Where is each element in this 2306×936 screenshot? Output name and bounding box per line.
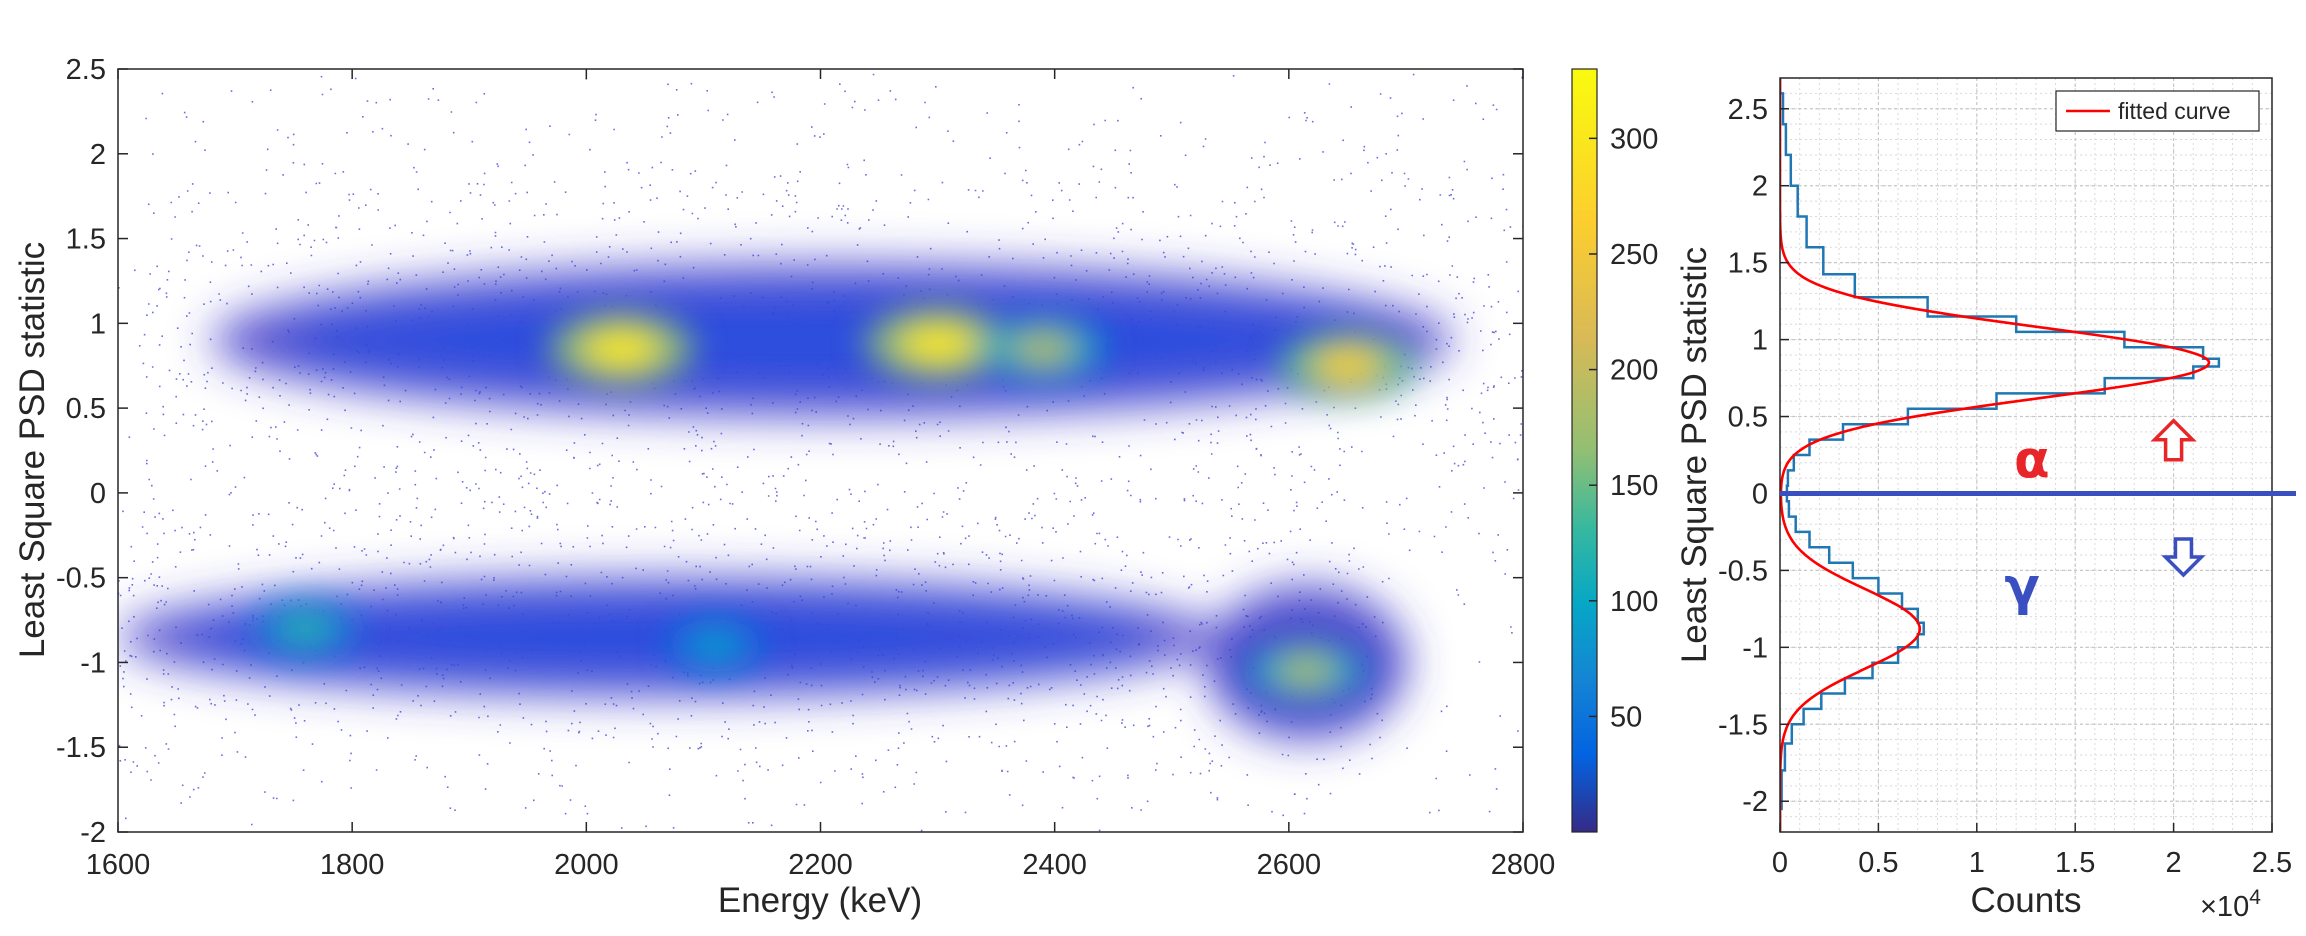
heatmap-hotspot-core xyxy=(583,327,660,370)
colorbar-tick-label: 100 xyxy=(1610,586,1658,618)
histogram-plot-area xyxy=(1780,78,2272,832)
heatmap-hotspots xyxy=(254,307,1415,702)
x-tick-label: 2.5 xyxy=(2252,847,2292,879)
heatmap-y-axis: -2 -1.5 -1 -0.5 0 0.5 1 1.5 2 2.5 xyxy=(56,54,1523,849)
colorbar-tick-label: 150 xyxy=(1610,470,1658,502)
y-tick-label: 2.5 xyxy=(1728,94,1768,126)
histogram-line xyxy=(1780,78,2221,832)
heatmap-x-axis: 1600 1800 2000 2200 2400 2600 2800 xyxy=(86,69,1556,881)
colorbar-ticks: 50 100 150 200 250 300 xyxy=(1589,123,1658,733)
x-tick-label: 2 xyxy=(2166,847,2182,879)
gamma-label: γ xyxy=(2004,557,2039,617)
y-tick-label: 1 xyxy=(1752,325,1768,357)
y-tick-label: -0.5 xyxy=(1718,555,1768,587)
y-tick-label: 2.5 xyxy=(66,54,106,86)
y-tick-label: 0 xyxy=(90,478,106,510)
x-tick-label: 2400 xyxy=(1022,849,1087,881)
x-tick-label: 1 xyxy=(1969,847,1985,879)
x-tick-label: 0.5 xyxy=(1858,847,1898,879)
histogram-y-axis: -2 -1.5 -1 -0.5 0 0.5 1 1.5 2 2.5 xyxy=(1718,94,1789,818)
y-tick-label: -1 xyxy=(80,647,106,679)
x-tick-label: 1.5 xyxy=(2055,847,2095,879)
histogram-y-axis-label: Least Square PSD statistic xyxy=(1675,247,1714,663)
y-tick-label: 1.5 xyxy=(1728,248,1768,280)
heatmap-band-core xyxy=(286,292,1379,388)
y-tick-label: 0 xyxy=(1752,478,1768,510)
y-tick-label: 0.5 xyxy=(1728,402,1768,434)
heatmap-hotspot-core xyxy=(1312,345,1383,386)
legend-label-fitted-curve: fitted curve xyxy=(2118,98,2231,124)
y-tick-label: -0.5 xyxy=(56,563,106,595)
y-tick-label: -2 xyxy=(1742,786,1768,818)
histogram-x-exponent: ×104 xyxy=(2200,886,2261,923)
histogram-annotations: αγ xyxy=(1780,418,2296,617)
exponent-power: 4 xyxy=(2249,886,2261,909)
x-tick-label: 2000 xyxy=(554,849,619,881)
colorbar-tick-label: 50 xyxy=(1610,701,1642,733)
alpha-label: α xyxy=(2014,431,2050,491)
histogram-curves xyxy=(1780,78,2221,832)
histogram-axes-box xyxy=(1779,77,2273,833)
y-tick-label: -1 xyxy=(1742,632,1768,664)
heatmap-band-bodies xyxy=(118,263,1453,739)
y-tick-label: 0.5 xyxy=(66,393,106,425)
y-tick-label: -2 xyxy=(80,817,106,849)
x-tick-label: 2600 xyxy=(1257,849,1322,881)
heatmap-hotspot-core xyxy=(1276,653,1337,689)
histogram-grid xyxy=(1780,78,2272,832)
fitted-curve-line xyxy=(1780,78,2211,832)
histogram-x-axis: 0 0.5 1 1.5 2 2.5 xyxy=(1772,823,2292,879)
colorbar-tick-label: 250 xyxy=(1610,239,1658,271)
heatmap-panel: 1600 1800 2000 2200 2400 2600 2800 -2 -1.5 -1 -0.… xyxy=(13,54,1556,920)
y-tick-label: -1.5 xyxy=(1718,709,1768,741)
x-tick-label: 1800 xyxy=(320,849,385,881)
x-tick-label: 2200 xyxy=(788,849,853,881)
histogram-panel: 0 0.5 1 1.5 2 2.5 -2-1.5-1-0.500.511.522.5 αγ… xyxy=(1675,77,2296,923)
y-tick-label: 2 xyxy=(90,139,106,171)
heatmap-band-core xyxy=(184,600,1153,674)
y-tick-label: 1 xyxy=(90,308,106,340)
heatmap-x-axis-label: Energy (keV) xyxy=(718,881,922,920)
x-tick-label: 0 xyxy=(1772,847,1788,879)
colorbar-gradient xyxy=(1571,68,1598,833)
x-tick-label: 2800 xyxy=(1491,849,1556,881)
histogram-x-axis-label: Counts xyxy=(1971,881,2082,920)
heatmap-hotspot-core xyxy=(1012,331,1074,367)
heatmap-hotspot-core xyxy=(279,612,332,645)
colorbar-tick-label: 200 xyxy=(1610,355,1658,387)
colorbar-tick-label: 300 xyxy=(1610,123,1658,155)
gamma-arrow-down-icon xyxy=(2161,537,2206,578)
heatmap-hotspot-core xyxy=(899,322,976,365)
heatmap-density xyxy=(118,73,1523,832)
y-tick-label: 1.5 xyxy=(66,224,106,256)
y-tick-label: 2 xyxy=(1752,171,1768,203)
x-tick-label: 1600 xyxy=(86,849,151,881)
y-tick-label: -1.5 xyxy=(56,732,106,764)
exponent-base: ×10 xyxy=(2200,891,2249,923)
legend: fitted curve xyxy=(2055,90,2260,132)
heatmap-y-axis-label: Least Square PSD statistic xyxy=(13,242,52,658)
alpha-arrow-up-icon xyxy=(2150,418,2197,462)
heatmap-hotspot-core xyxy=(691,630,740,661)
colorbar: 50 100 150 200 250 300 xyxy=(1571,68,1658,833)
